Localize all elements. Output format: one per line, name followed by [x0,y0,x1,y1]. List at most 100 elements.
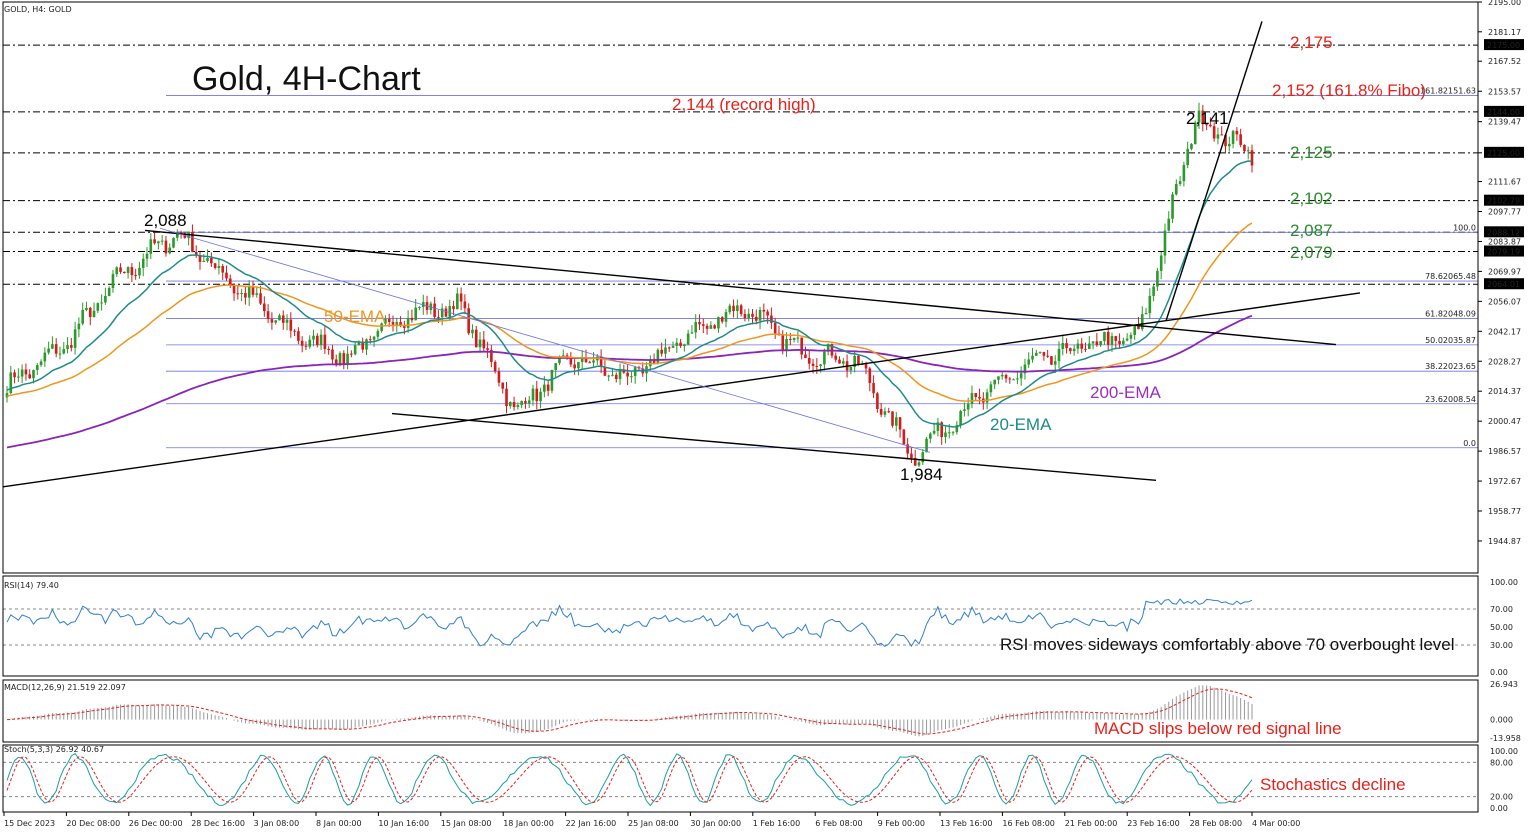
candle-body [391,321,395,325]
candle-body [1042,352,1046,356]
chart-title: Gold, 4H-Chart [192,60,421,98]
candle-body [883,411,887,415]
candle-body [1031,355,1034,360]
candle-body [39,361,43,366]
candle-body [1069,348,1072,352]
candle-body [1053,361,1057,365]
indicator-label: 50-EMA [324,307,386,326]
candle-body [1159,255,1163,271]
panel-frame [2,744,1479,813]
candle-body [1140,314,1144,330]
candle-body [437,317,440,319]
candle-body [997,376,1000,380]
candle-body [202,260,206,263]
candle-body [656,349,660,363]
candle-body [92,310,96,317]
candle-body [902,429,906,445]
candle-body [145,253,149,259]
candle-body [77,323,81,330]
candle-body [304,345,308,347]
candle-body [694,322,698,333]
candle-body [607,375,610,377]
candle-body [96,303,100,311]
price-level-box [1484,39,1524,51]
fibonacci-level-label: 38.22023.65 [1425,362,1476,371]
candle-body [686,333,690,345]
candle-body [1193,122,1197,145]
candle-body [947,432,951,434]
candle-body [1110,336,1114,345]
price-annotation: 2,087 [1290,221,1333,240]
candle-body [1050,356,1053,365]
candle-body [974,393,978,397]
candle-body [584,357,588,363]
candle-body [1212,126,1216,139]
candle-body [20,369,24,377]
candle-body [1118,340,1121,345]
candle-body [270,319,274,323]
candle-body [618,370,622,380]
candle-body [289,319,293,331]
candle-body [338,353,342,366]
candle-body [47,348,50,353]
candle-body [51,344,54,349]
candle-body [667,347,671,349]
candle-body [107,287,111,296]
rsi-tick-label: 30.00 [1490,641,1513,650]
fibonacci-level-label: 78.62065.48 [1425,272,1476,281]
stoch-tick-label: 80.00 [1490,758,1513,767]
candle-body [308,339,312,347]
candle-body [664,347,667,354]
candle-body [210,257,213,264]
time-tick-label: 15 Dec 2023 [4,819,55,828]
candle-body [546,384,550,391]
candle-body [1084,348,1087,350]
candle-body [679,342,682,347]
candle-body [815,366,819,368]
price-tick-label: 2139.47 [1488,118,1521,127]
price-level-box [1484,278,1524,290]
candle-body [206,257,209,261]
candle-body [134,275,137,277]
time-tick-label: 20 Dec 08:00 [66,819,120,828]
candle-body [652,359,656,363]
candle-body [1000,374,1004,377]
candle-body [792,337,796,340]
candle-body [346,353,349,364]
candle-body [978,396,981,399]
candle-body [932,430,936,434]
time-tick-label: 26 Dec 00:00 [129,819,183,828]
macd-comment: MACD slips below red signal line [1094,719,1342,738]
price-level-box-label: 2079.19 [1487,248,1520,257]
candle-body [497,371,501,383]
candle-body [43,352,47,362]
time-tick-label: 28 Feb 08:00 [1190,819,1242,828]
macd-panel: 26.943 0.000 -13.958 [6,680,1521,743]
candle-body [236,293,240,295]
price-level-box-label: 2064.01 [1487,280,1520,289]
candle-body [1099,341,1102,346]
time-axis: 15 Dec 2023 20 Dec 08:00 26 Dec 00:00 28 De… [3,812,1300,828]
macd-tick-label: 0.000 [1490,716,1513,725]
candle-body [539,391,542,402]
candle-body [66,345,69,350]
candle-body [1095,341,1099,346]
candle-body [153,239,156,244]
candle-body [512,401,516,407]
candle-body [630,376,633,378]
candle-body [864,364,868,369]
candle-body [917,462,921,466]
candle-body [758,309,762,321]
candle-body [1197,110,1201,123]
candle-body [838,359,841,364]
candle-body [1038,352,1042,354]
rsi-tick-label: 50.00 [1490,623,1513,632]
candle-body [111,274,115,288]
candle-body [891,411,894,426]
indicator-label: 200-EMA [1090,383,1162,402]
candle-body [1209,124,1212,127]
rsi-tick-label: 0.00 [1490,668,1508,677]
candles [5,102,1254,467]
trend-line [2,292,1361,488]
